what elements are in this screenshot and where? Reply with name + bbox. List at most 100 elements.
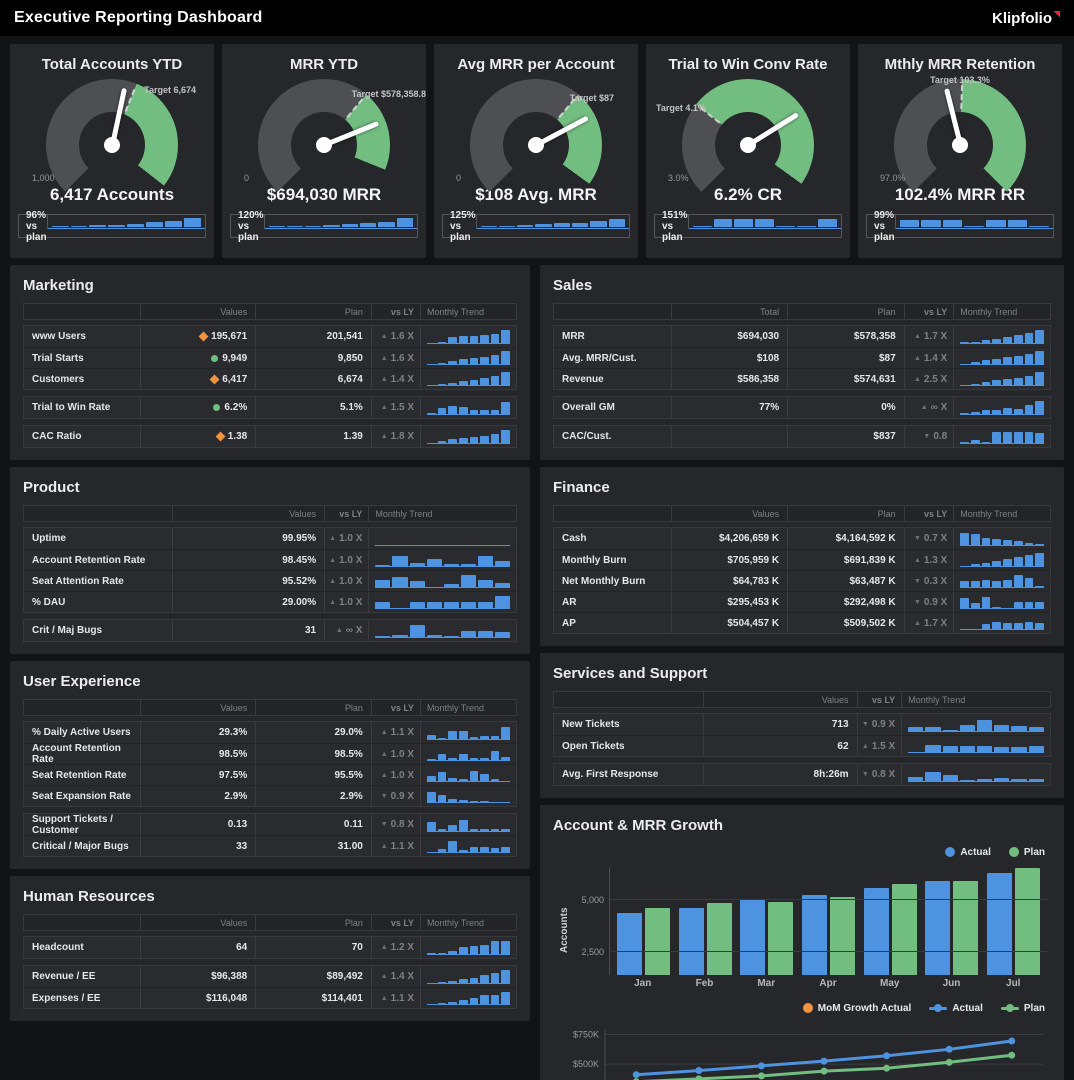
legend-item-plan[interactable]: Plan xyxy=(1000,1003,1045,1014)
metric-plan: 95.5% xyxy=(255,765,371,785)
metric-plan: 29.0% xyxy=(255,722,371,743)
metric-value: 77% xyxy=(670,397,788,418)
table-row: Customers 6,417 6,674 ▲ 1.4 X xyxy=(24,368,516,389)
row-group: % Daily Active Users 29.3% 29.0% ▲ 1.1 X … xyxy=(23,721,517,807)
bar-group-jun[interactable] xyxy=(924,867,980,975)
metric-name: Trial Starts xyxy=(32,352,84,364)
bar-group-apr[interactable] xyxy=(801,867,857,975)
trend-sparkline xyxy=(375,595,510,609)
metric-value: 8h:26m xyxy=(702,764,857,785)
metric-name: Support Tickets / Customer xyxy=(32,813,113,836)
table-row: Trial to Win Rate 6.2% 5.1% ▲ 1.5 X xyxy=(24,397,516,418)
metric-name: Seat Retention Rate xyxy=(32,769,127,781)
services-support-section: Services and Support Values vs LY Monthl… xyxy=(540,653,1064,798)
bar-group-mar[interactable] xyxy=(739,867,795,975)
row-group: MRR $694,030 $578,358 ▲ 1.7 X Avg. MRR/Cu… xyxy=(553,325,1051,390)
vsly-value: 1.5 X xyxy=(390,402,415,413)
vsly-value: 1.0 X xyxy=(390,769,415,781)
metric-name: CAC/Cust. xyxy=(562,431,612,442)
trend-sparkline xyxy=(427,429,511,444)
metric-name: www Users xyxy=(32,331,86,342)
table-row: AP $504,457 K $509,502 K ▲ 1.7 X xyxy=(554,612,1050,633)
vsly-value: 1.6 X xyxy=(390,352,415,364)
bar-group-may[interactable] xyxy=(862,867,918,975)
header-trend: Monthly Trend xyxy=(368,506,516,521)
bar-group-jan[interactable] xyxy=(616,867,672,975)
metric-name: Critical / Major Bugs xyxy=(32,840,129,852)
status-circle-icon xyxy=(211,354,219,362)
trend-sparkline xyxy=(960,372,1044,386)
trend-arrow-icon: ▲ xyxy=(380,729,388,736)
trend-arrow-icon: ▲ xyxy=(380,433,388,440)
metric-name: New Tickets xyxy=(562,719,620,730)
vsly-value: 0.8 xyxy=(933,431,948,442)
metric-plan: $691,839 K xyxy=(787,550,904,570)
vsly-value: 1.2 X xyxy=(390,942,415,953)
gauge-chart: Target 4.1% 3.0% xyxy=(656,79,832,211)
gauge-hub xyxy=(528,137,544,153)
table-row: Headcount 64 70 ▲ 1.2 X xyxy=(24,937,516,958)
vs-plan-sparkline xyxy=(263,215,418,229)
gauge-target-label: Target 4.1% xyxy=(656,103,706,113)
human-resources-section: Human Resources Values Plan vs LY Monthl… xyxy=(10,876,530,1021)
mrr-chart-svg: -$250K$0K$250K$500K$750KMRR USDJanFebMar… xyxy=(555,1029,1043,1080)
metric-plan: $114,401 xyxy=(255,988,371,1008)
row-group: CAC Ratio 1.38 1.39 ▲ 1.8 X xyxy=(23,425,517,448)
vs-plan-label: 96% vs plan xyxy=(26,209,47,243)
header-plan: Plan xyxy=(787,304,904,319)
legend-item-plan[interactable]: Plan xyxy=(1008,847,1045,858)
trend-arrow-icon: ▼ xyxy=(861,771,869,778)
section-title: Account & MRR Growth xyxy=(553,817,723,834)
kpi-card-mrr-retention: Mthly MRR Retention Target 103.3% 97.0% … xyxy=(858,44,1062,258)
legend-item-mom-growth[interactable]: MoM Growth Actual xyxy=(802,1003,911,1014)
table-header: Values Plan vs LY Monthly Trend xyxy=(23,914,517,931)
trend-sparkline xyxy=(427,839,511,853)
kpi-card-avg-mrr: Avg MRR per Account Target $87 0 $108 Av… xyxy=(434,44,638,258)
gauge-hub xyxy=(316,137,332,153)
bar-group-jul[interactable] xyxy=(985,867,1041,975)
legend-item-actual[interactable]: Actual xyxy=(945,847,991,858)
gauge-chart: Target $578,358.8 0 xyxy=(240,79,426,211)
table-row: % Daily Active Users 29.3% 29.0% ▲ 1.1 X xyxy=(24,722,516,743)
gauge-chart: Target $87 0 xyxy=(452,79,620,211)
metric-plan: 98.5% xyxy=(255,744,371,764)
trend-arrow-icon: ▲ xyxy=(380,354,388,362)
section-title: Human Resources xyxy=(23,888,155,905)
vsly-value: ∞ X xyxy=(345,625,363,636)
accounts-chart-legend: Actual Plan xyxy=(553,843,1045,861)
trend-sparkline xyxy=(908,718,1044,732)
trend-sparkline xyxy=(960,351,1044,365)
header-plan: Plan xyxy=(255,700,371,715)
trend-sparkline xyxy=(375,574,510,588)
header-trend: Monthly Trend xyxy=(420,700,516,715)
accounts-chart-xlabels: Jan Feb Mar Apr May Jun Jul xyxy=(634,978,1021,989)
metric-name: Seat Expansion Rate xyxy=(32,790,131,802)
table-row: Uptime 99.95% ▲ 1.0 X xyxy=(24,528,516,549)
growth-chart-section: Account & MRR Growth Actual Plan Account… xyxy=(540,805,1064,1080)
table-row: Revenue $586,358 $574,631 ▲ 2.5 X xyxy=(554,368,1050,389)
trend-sparkline xyxy=(427,940,511,955)
legend-item-actual[interactable]: Actual xyxy=(929,1003,983,1014)
metric-name: Customers xyxy=(32,373,85,385)
svg-text:$750K: $750K xyxy=(573,1030,599,1040)
vs-plan-sparkline xyxy=(894,215,1054,229)
trend-arrow-icon: ▲ xyxy=(380,842,388,850)
trend-arrow-icon: ▲ xyxy=(913,619,921,627)
trend-arrow-icon: ▼ xyxy=(380,821,388,828)
row-group: Overall GM 77% 0% ▲ ∞ X xyxy=(553,396,1051,419)
table-header: Values vs LY Monthly Trend xyxy=(553,691,1051,708)
trend-sparkline xyxy=(427,969,511,984)
bar-group-feb[interactable] xyxy=(677,867,733,975)
metric-name: Revenue / EE xyxy=(32,971,96,982)
trend-sparkline xyxy=(960,532,1044,546)
gauge-min-label: 1,000 xyxy=(32,173,55,183)
trend-sparkline xyxy=(908,768,1044,782)
metric-plan: 2.9% xyxy=(255,786,371,806)
trend-arrow-icon: ▲ xyxy=(380,994,388,1002)
trend-arrow-icon: ▲ xyxy=(329,598,337,606)
header-trend: Monthly Trend xyxy=(901,692,1050,707)
header-values: Values xyxy=(670,506,788,521)
metric-name: % Daily Active Users xyxy=(32,727,131,738)
header-plan: Plan xyxy=(787,506,904,521)
trend-arrow-icon: ▲ xyxy=(380,404,388,411)
